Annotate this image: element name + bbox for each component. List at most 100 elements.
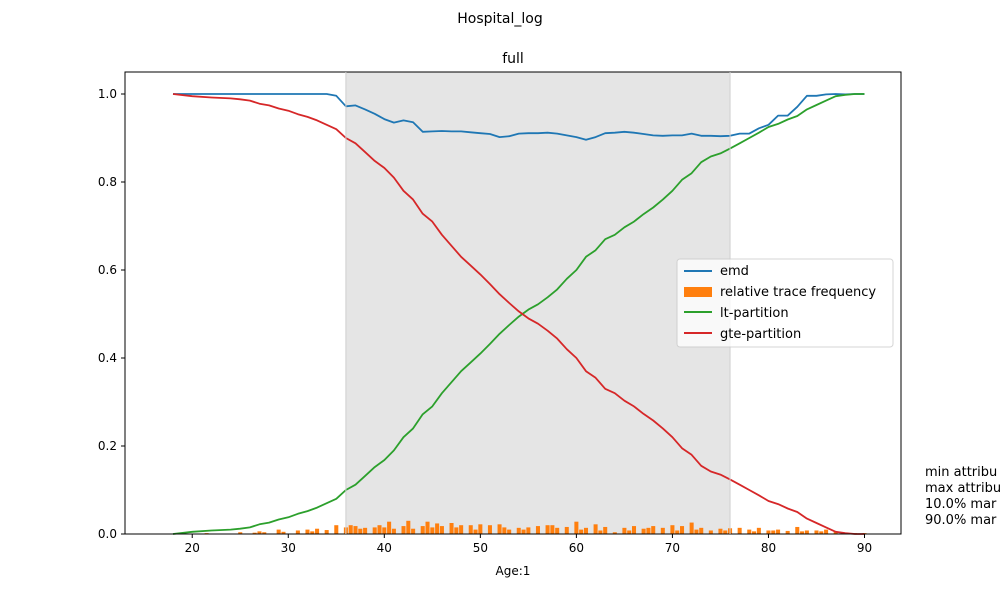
trace-frequency-bar — [435, 523, 440, 534]
x-tick-label: 90 — [857, 541, 872, 555]
trace-frequency-bar — [771, 530, 776, 534]
side-text-line: max attribu — [925, 481, 1000, 496]
trace-frequency-bar — [631, 526, 637, 534]
side-text-line: 90.0% mar — [925, 513, 997, 528]
trace-frequency-bar — [574, 521, 579, 534]
y-tick-label: 0.4 — [98, 351, 117, 365]
y-axis-ticks: 0.0 0.2 0.4 0.6 0.8 1.0 — [98, 87, 125, 541]
trace-frequency-bar — [425, 521, 430, 534]
plot-area: 20 30 40 50 60 70 80 90 0.0 0.2 0.4 0.6 0.8 1.0 — [98, 71, 902, 555]
trace-frequency-bar — [535, 526, 540, 534]
y-tick-label: 1.0 — [98, 87, 117, 101]
legend-label-gte: gte-partition — [720, 327, 801, 342]
trace-frequency-bar — [516, 527, 521, 534]
x-tick-label: 40 — [377, 541, 392, 555]
x-tick-label: 20 — [185, 541, 200, 555]
trace-frequency-bar — [752, 531, 757, 534]
series-line-lt-partition — [172, 93, 865, 535]
x-axis-ticks: 20 30 40 50 60 70 80 90 — [185, 534, 872, 555]
trace-frequency-bar — [252, 532, 257, 534]
chart-title: full — [502, 51, 524, 67]
trace-frequency-bar — [497, 524, 502, 534]
shaded-region — [345, 72, 731, 534]
side-annotations: min attribu max attribu 10.0% mar 90.0% … — [925, 465, 1000, 528]
trace-frequency-bar — [550, 525, 555, 534]
x-tick-label: 80 — [761, 541, 776, 555]
y-tick-label: 0.2 — [98, 439, 117, 453]
trace-frequency-bar — [776, 529, 781, 534]
y-tick-label: 0.6 — [98, 263, 117, 277]
series-line-emd — [173, 93, 865, 141]
trace-frequency-bar — [468, 525, 473, 534]
trace-frequency-bar — [579, 529, 584, 534]
trace-frequency-bar — [439, 526, 444, 534]
trace-frequency-bar — [295, 530, 300, 534]
line-series-group — [172, 93, 865, 535]
trace-frequency-bar — [507, 529, 512, 534]
trace-frequency-bar — [622, 527, 627, 534]
trace-frequency-bar — [382, 527, 387, 534]
trace-frequency-bar — [478, 524, 483, 534]
trace-frequency-bar — [699, 527, 704, 534]
trace-frequency-bar — [833, 531, 838, 534]
trace-frequency-bar — [824, 529, 829, 534]
trace-frequency-bar — [583, 527, 589, 534]
trace-frequency-bar — [723, 530, 728, 534]
trace-frequency-bar — [411, 528, 416, 534]
trace-frequency-bar — [281, 531, 286, 534]
trace-frequency-bar — [680, 526, 685, 534]
trace-frequency-bar — [406, 520, 411, 534]
trace-frequency-bar — [454, 527, 459, 534]
trace-frequency-bar — [603, 526, 608, 534]
trace-frequency-bar — [459, 525, 464, 534]
trace-frequency-bar — [420, 526, 425, 534]
trace-frequency-bar — [689, 522, 694, 534]
trace-frequency-bar — [795, 526, 800, 534]
legend-swatch-bars — [684, 287, 712, 297]
legend-label-bars: relative trace frequency — [720, 285, 876, 300]
trace-frequency-bar — [564, 526, 569, 534]
trace-frequency-bar — [348, 525, 353, 534]
trace-frequency-bar — [747, 529, 752, 534]
trace-frequency-bar — [401, 526, 406, 534]
trace-frequency-bar — [766, 530, 771, 534]
trace-frequency-bar — [310, 531, 315, 534]
legend: emd relative trace frequency lt-partitio… — [676, 258, 894, 348]
trace-frequency-bar — [819, 531, 824, 534]
trace-frequency-bar — [545, 525, 550, 534]
bar-series — [204, 520, 867, 534]
trace-frequency-bar — [627, 530, 632, 534]
figure-suptitle: Hospital_log — [457, 11, 542, 27]
trace-frequency-bar — [276, 529, 281, 534]
trace-frequency-bar — [804, 530, 809, 534]
trace-frequency-bar — [670, 525, 675, 534]
trace-frequency-bar — [353, 526, 358, 534]
trace-frequency-bar — [708, 530, 713, 534]
trace-frequency-bar — [694, 529, 699, 534]
x-tick-label: 60 — [569, 541, 584, 555]
trace-frequency-bar — [324, 530, 329, 534]
trace-frequency-bar — [377, 525, 382, 534]
series-line-gte-partition — [172, 93, 865, 535]
trace-frequency-bar — [651, 526, 656, 534]
axes-frame — [124, 71, 902, 535]
trace-frequency-bar — [555, 527, 560, 534]
trace-frequency-bar — [387, 521, 392, 534]
legend-frame — [676, 258, 894, 348]
trace-frequency-bar — [262, 532, 267, 534]
trace-frequency-bar — [372, 527, 377, 534]
trace-frequency-bar — [612, 532, 617, 534]
trace-frequency-bar — [785, 530, 790, 534]
trace-frequency-bar — [238, 532, 243, 534]
trace-frequency-bar — [675, 530, 680, 534]
x-axis-label: Age:1 — [496, 564, 531, 578]
trace-frequency-bar — [430, 527, 435, 534]
y-tick-label: 0.0 — [98, 527, 117, 541]
trace-frequency-bar — [449, 523, 454, 534]
trace-frequency-bar — [800, 531, 805, 534]
trace-frequency-bar — [593, 524, 598, 534]
trace-frequency-bar — [487, 525, 492, 534]
trace-frequency-bar — [473, 529, 478, 534]
trace-frequency-bar — [358, 528, 363, 534]
